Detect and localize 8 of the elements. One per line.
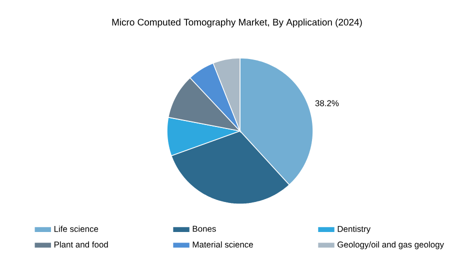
- legend-label: Dentistry: [338, 226, 371, 234]
- legend-label: Bones: [192, 226, 216, 232]
- legend-label: Material science: [192, 241, 253, 248]
- legend-label: Geology/oil and gas geology: [338, 241, 444, 250]
- legend-label: Plant and food: [54, 241, 108, 248]
- legend-label: Life science: [54, 226, 98, 232]
- chart-title: Micro Computed Tomography Market, By Application (2024): [112, 18, 362, 28]
- data-label: 38.2%: [315, 100, 339, 106]
